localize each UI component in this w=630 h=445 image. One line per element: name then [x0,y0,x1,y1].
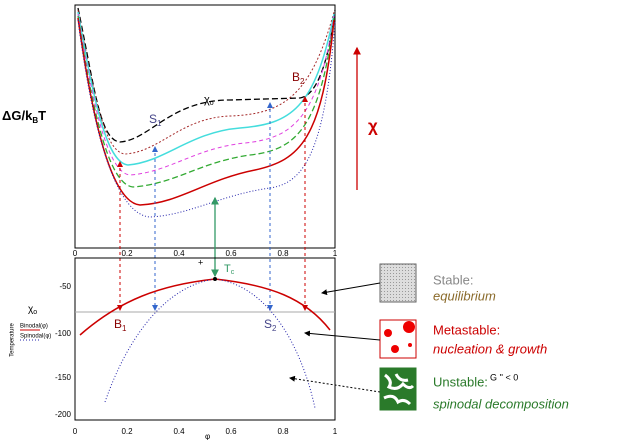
tick-label: -100 [55,329,72,338]
s1-label: S1 [149,112,162,128]
state-icons [289,263,417,411]
tick-label: 0.4 [173,427,185,436]
tick-label: 0 [73,249,78,258]
tick-label: 0.8 [277,249,289,258]
tick-label: 1 [333,427,338,436]
chi-label: χ [368,116,378,135]
bottom-plot: + χo B1 S2 Tc Temperature Binodal(φ) Spi… [10,257,338,441]
tick-label: 0.6 [225,249,237,258]
state-desc: spinodal decomposition [433,396,569,411]
x-label: φ [205,432,210,440]
top-plot: ΔG/kBT χo S1 B2 0 0.2 0.4 0.6 0.8 1 [2,4,338,258]
frame [74,257,336,421]
b1-label: B1 [114,317,127,333]
tick-label: 0.4 [173,249,185,258]
legend-entry: Binodal(φ) [20,324,48,330]
chi0-label: χo [204,94,214,107]
tick-label: -200 [55,410,72,419]
y-axis-label: Temperature [10,322,16,356]
tick-label: -150 [55,373,72,382]
tick-label: 0.2 [121,249,133,258]
state-desc: equilibrium [433,288,496,303]
legend-entry: Spinodal(φ) [20,334,51,340]
frame [74,4,336,249]
chi0-label: χo [28,304,37,316]
connectors [117,96,308,311]
tick-label: 0.6 [225,427,237,436]
s2-label: S2 [264,317,277,333]
stable-icon [379,263,417,303]
marker: + [198,257,203,267]
tick-label: 0 [73,427,78,436]
state-desc: nucleation & growth [433,341,547,356]
curve [77,17,335,206]
curve [77,19,336,218]
state-title: Metastable: [433,322,500,337]
y-label: ΔG/kBT [2,108,46,125]
b2-label: B2 [292,70,305,86]
spinodal [104,278,316,409]
critical-point [213,277,217,281]
tick-label: -50 [59,282,71,291]
tc-label: Tc [224,263,235,276]
tick-label: 0.8 [277,427,289,436]
tick-label: 1 [333,249,338,258]
tick-label: 0.2 [121,427,133,436]
state-note: G '' < 0 [490,372,518,382]
state-title: Unstable: [433,374,488,389]
state-title: Stable: [433,272,473,287]
curve [77,11,335,166]
